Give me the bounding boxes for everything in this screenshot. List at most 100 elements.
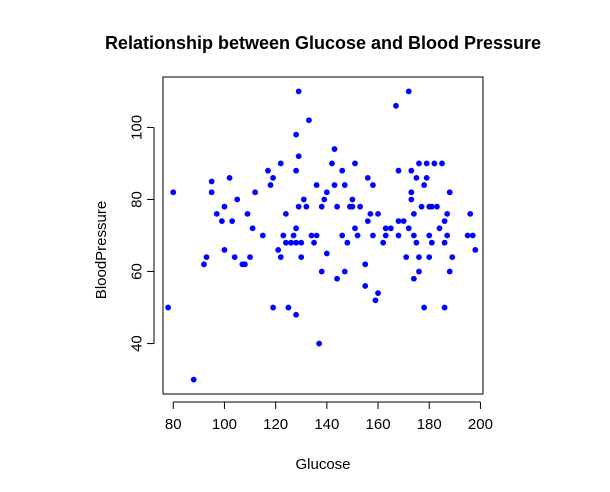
data-point (282, 239, 289, 246)
data-point (282, 210, 289, 217)
data-point (277, 160, 284, 167)
data-point (364, 218, 371, 224)
data-point (436, 225, 443, 232)
data-point (441, 239, 448, 246)
data-point (270, 174, 276, 181)
data-point (226, 174, 233, 181)
data-point (259, 232, 266, 239)
data-point (316, 340, 323, 347)
data-point (349, 196, 356, 203)
data-point (298, 254, 305, 261)
data-point (395, 232, 402, 239)
data-point (313, 182, 320, 188)
data-point (441, 304, 448, 311)
data-point (464, 232, 471, 239)
data-point (293, 311, 300, 318)
data-point (400, 218, 407, 224)
data-point (313, 232, 320, 239)
data-point (372, 297, 379, 304)
data-point (446, 189, 453, 196)
data-point (467, 210, 474, 217)
y-tick-label: 80 (129, 191, 146, 208)
x-tick-label: 140 (314, 416, 339, 433)
data-point (249, 225, 256, 232)
data-point (403, 254, 410, 261)
data-point (242, 261, 248, 268)
data-point (339, 232, 346, 239)
data-point (352, 160, 358, 167)
data-point (298, 239, 305, 246)
data-point (354, 232, 361, 239)
data-point (444, 232, 451, 239)
data-point (449, 254, 456, 261)
data-point (311, 239, 317, 246)
data-point (421, 304, 428, 311)
data-point (308, 232, 315, 239)
data-point (395, 167, 402, 174)
data-point (295, 88, 302, 95)
data-point (334, 203, 340, 210)
data-point (349, 203, 356, 210)
data-point (362, 261, 369, 268)
data-point (270, 304, 276, 311)
data-point (285, 304, 292, 311)
data-point (341, 268, 348, 275)
chart-title: Relationship between Glucose and Blood P… (105, 33, 541, 53)
data-point (329, 160, 335, 167)
data-point (277, 254, 284, 261)
data-point (428, 239, 435, 246)
data-point (370, 232, 376, 239)
data-point (387, 225, 394, 232)
data-point (405, 88, 412, 95)
data-point (382, 225, 389, 232)
data-point (362, 283, 369, 289)
data-point (290, 232, 297, 239)
data-point (423, 160, 430, 167)
data-point (410, 275, 417, 282)
x-tick-label: 200 (468, 416, 493, 433)
data-point (413, 239, 420, 246)
data-point (323, 250, 330, 257)
data-point (295, 203, 302, 210)
data-point (423, 174, 430, 181)
data-point (472, 247, 479, 253)
y-axis: 40 60 80 100 (129, 115, 155, 352)
data-point (426, 232, 433, 239)
data-point (441, 218, 448, 224)
data-point (408, 189, 415, 196)
data-point (208, 189, 215, 196)
data-point (444, 210, 451, 217)
data-point (331, 182, 338, 188)
data-point (252, 189, 259, 196)
data-point (318, 268, 325, 275)
y-tick-label: 60 (129, 263, 146, 280)
data-point (421, 182, 428, 188)
x-tick-label: 120 (263, 416, 288, 433)
data-point (357, 203, 364, 210)
data-point (288, 239, 294, 246)
data-point (295, 153, 302, 160)
data-point (426, 254, 433, 261)
data-point (367, 210, 374, 217)
x-tick-label: 100 (212, 416, 237, 433)
data-point (221, 203, 228, 210)
data-point (410, 210, 417, 217)
data-point (190, 376, 197, 383)
data-point (267, 182, 274, 188)
data-point (293, 131, 300, 138)
data-point (334, 275, 340, 282)
data-point (331, 146, 338, 152)
data-point (416, 268, 422, 275)
data-point (208, 178, 215, 185)
data-point (469, 232, 476, 239)
data-point (375, 210, 381, 217)
data-point (280, 232, 287, 239)
data-point (247, 254, 253, 261)
data-point (293, 167, 300, 174)
data-point (416, 160, 422, 167)
data-point (416, 254, 422, 261)
data-point (318, 203, 325, 210)
data-point (265, 167, 271, 174)
data-point (321, 196, 328, 203)
